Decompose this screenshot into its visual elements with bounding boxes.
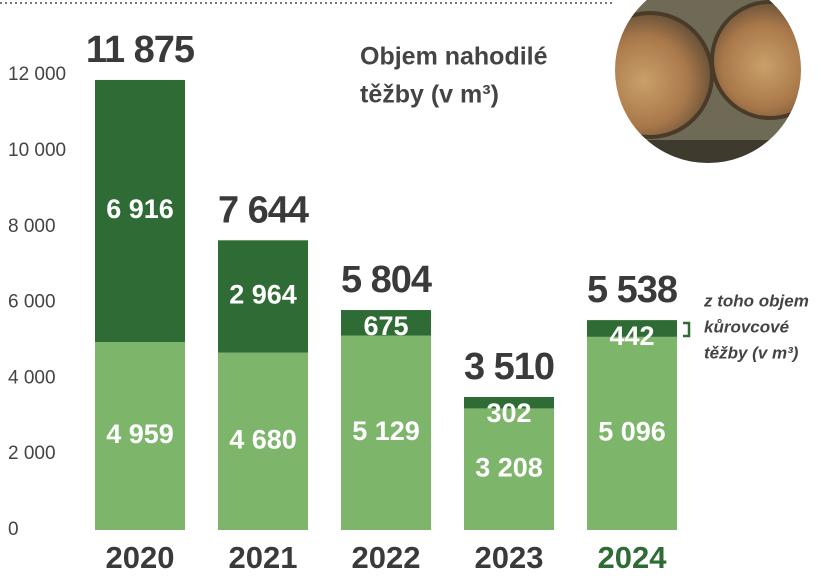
segment-label: 302 (486, 398, 531, 428)
photo-border (609, 0, 807, 169)
x-tick-label: 2022 (352, 540, 421, 575)
y-tick-label: 10 000 (8, 140, 66, 161)
bar-segment (464, 396, 554, 409)
total-label: 11 875 (86, 29, 195, 71)
segment-label: 3 208 (475, 452, 543, 482)
bar-segment (341, 310, 431, 336)
annotation-line: z toho objem (703, 291, 809, 310)
total-label: 5 804 (341, 259, 432, 301)
y-tick-label: 8 000 (8, 216, 56, 237)
segment-label: 4 680 (229, 424, 297, 454)
x-tick-label: 2024 (598, 540, 668, 575)
annotation-line: kůrovcové (704, 317, 789, 336)
segment-label: 2 964 (229, 280, 297, 310)
bar-segment (95, 79, 185, 343)
bar-segment (464, 408, 554, 530)
y-tick-label: 0 (8, 519, 19, 540)
x-tick-label: 2020 (106, 540, 175, 575)
x-tick-label: 2023 (475, 540, 544, 575)
total-label: 5 538 (587, 269, 677, 311)
y-tick-label: 6 000 (8, 292, 56, 313)
bar-segment (341, 335, 431, 530)
y-tick-label: 2 000 (8, 443, 56, 464)
total-label: 7 644 (218, 189, 309, 231)
annotation-line: těžby (v m³) (704, 343, 799, 362)
x-tick-label: 2021 (229, 540, 298, 575)
segment-label: 6 916 (106, 194, 174, 224)
bar-segment (587, 320, 677, 337)
segment-label: 5 129 (352, 416, 420, 446)
title-line: Objem nahodilé (360, 43, 548, 71)
segment-label: 442 (609, 321, 654, 351)
bar-segment (587, 336, 677, 530)
y-tick-label: 4 000 (8, 367, 56, 388)
bar-segment (95, 342, 185, 530)
y-tick-label: 12 000 (8, 64, 66, 85)
segment-label: 675 (363, 311, 408, 341)
total-label: 3 510 (464, 346, 554, 388)
segment-label: 5 096 (598, 417, 666, 447)
segment-label: 4 959 (106, 419, 174, 449)
bracket (683, 321, 691, 338)
bar-segment (218, 240, 308, 353)
title-line: těžby (v m³) (360, 81, 499, 109)
bar-segment (218, 352, 308, 530)
